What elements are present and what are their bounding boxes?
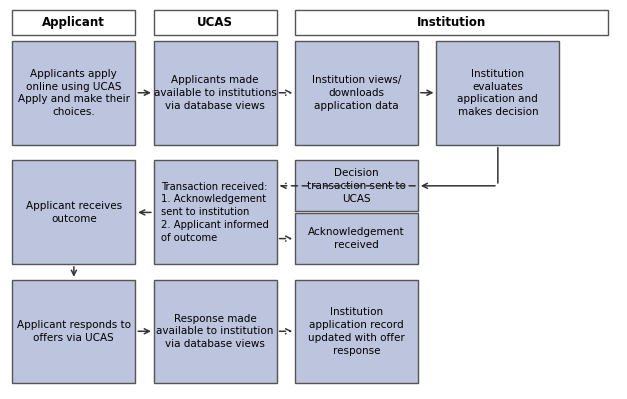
- FancyBboxPatch shape: [154, 41, 277, 145]
- FancyBboxPatch shape: [154, 10, 277, 35]
- FancyBboxPatch shape: [154, 160, 277, 264]
- FancyBboxPatch shape: [13, 280, 135, 383]
- FancyBboxPatch shape: [436, 41, 559, 145]
- Text: Transaction received:
1. Acknowledgement
sent to institution
2. Applicant inform: Transaction received: 1. Acknowledgement…: [161, 182, 269, 243]
- Text: Applicants made
available to institutions
via database views: Applicants made available to institution…: [154, 75, 277, 111]
- Text: Institution: Institution: [417, 16, 487, 29]
- Text: Applicant responds to
offers via UCAS: Applicant responds to offers via UCAS: [17, 320, 131, 343]
- Text: Institution views/
downloads
application data: Institution views/ downloads application…: [312, 75, 401, 111]
- FancyBboxPatch shape: [13, 41, 135, 145]
- Text: Institution
application record
updated with offer
response: Institution application record updated w…: [308, 307, 405, 356]
- FancyBboxPatch shape: [154, 280, 277, 383]
- FancyBboxPatch shape: [295, 213, 418, 264]
- FancyBboxPatch shape: [13, 10, 135, 35]
- Text: Decision
transaction sent to
UCAS: Decision transaction sent to UCAS: [307, 168, 406, 203]
- Text: Institution
evaluates
application and
makes decision: Institution evaluates application and ma…: [458, 69, 538, 117]
- Text: UCAS: UCAS: [197, 16, 233, 29]
- Text: Acknowledgement
received: Acknowledgement received: [308, 227, 405, 250]
- FancyBboxPatch shape: [295, 41, 418, 145]
- FancyBboxPatch shape: [295, 10, 608, 35]
- Text: Applicant receives
outcome: Applicant receives outcome: [26, 201, 122, 223]
- Text: Applicant: Applicant: [43, 16, 105, 29]
- FancyBboxPatch shape: [295, 160, 418, 211]
- FancyBboxPatch shape: [295, 280, 418, 383]
- Text: Applicants apply
online using UCAS
Apply and make their
choices.: Applicants apply online using UCAS Apply…: [18, 69, 130, 117]
- FancyBboxPatch shape: [13, 160, 135, 264]
- Text: Response made
available to institution
via database views: Response made available to institution v…: [157, 314, 274, 349]
